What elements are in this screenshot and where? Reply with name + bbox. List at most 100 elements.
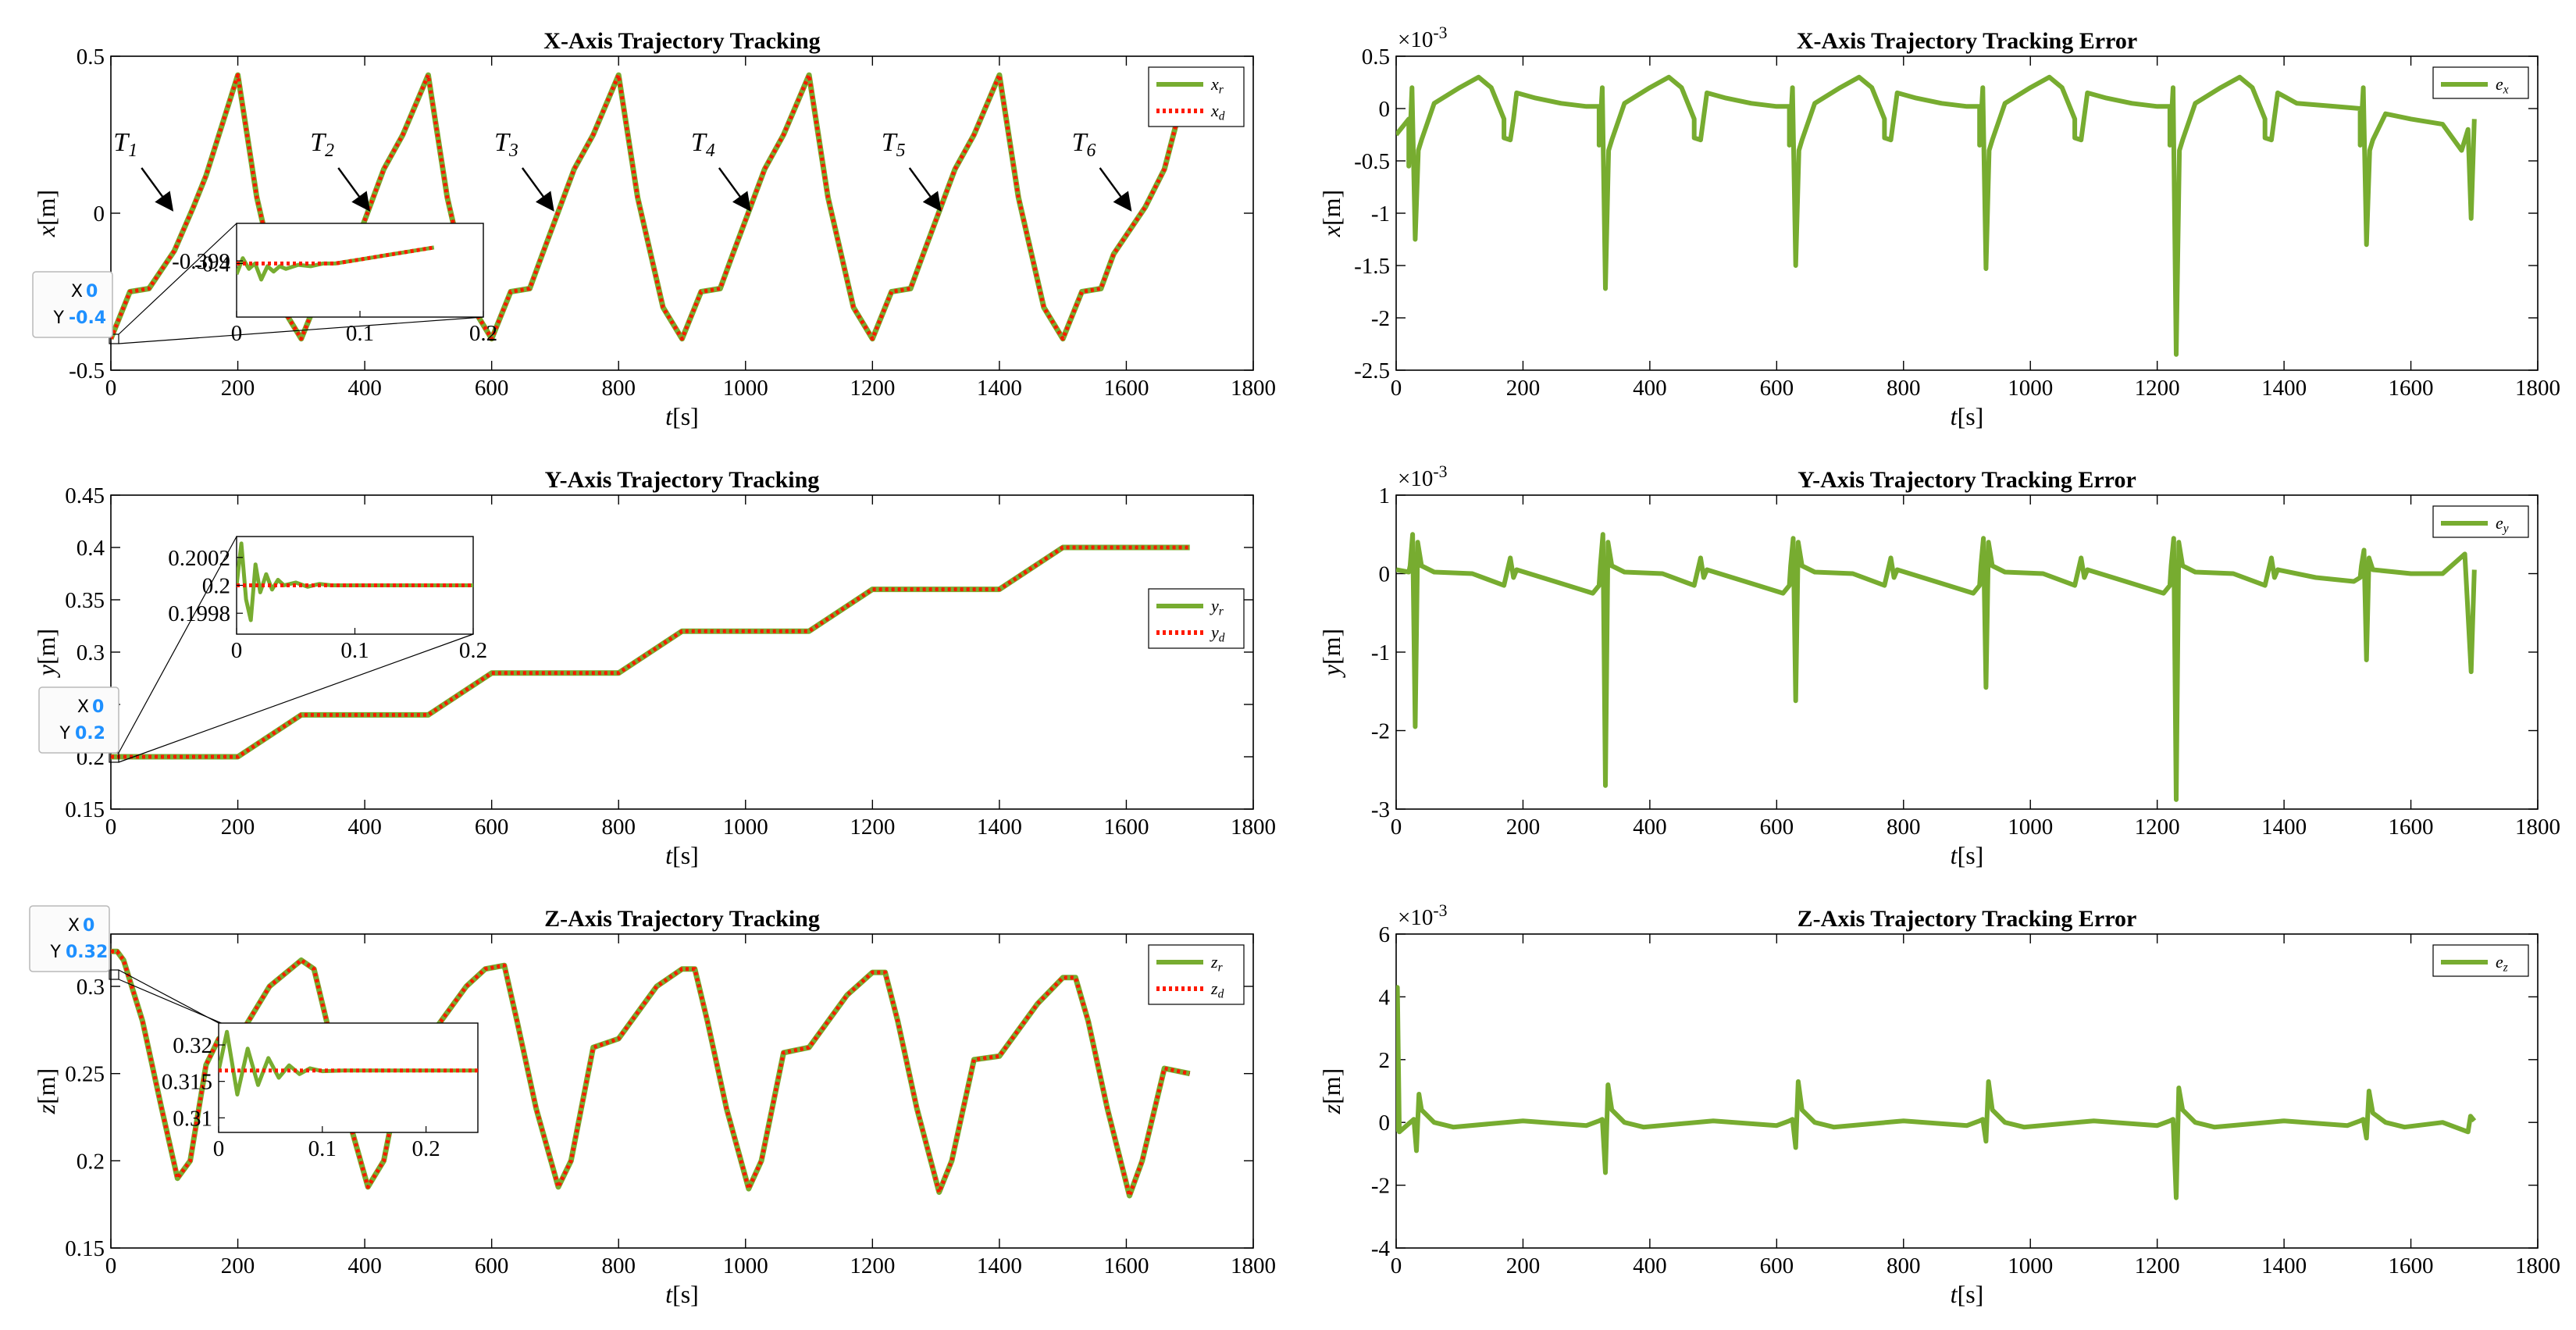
- y-tick-label: 0.15: [65, 1236, 105, 1261]
- axis-exponent-power: -3: [1433, 462, 1447, 481]
- y-axis-label-var: y: [32, 664, 60, 678]
- inset-x-tick-label: 0.1: [340, 638, 369, 663]
- x-tick-label: 800: [601, 1253, 636, 1278]
- period-label-subscript: 4: [706, 141, 715, 161]
- plot-area: [1396, 532, 2477, 802]
- y-axis-label-var: z: [32, 1104, 60, 1114]
- x-axis-label-unit: [s]: [672, 1280, 699, 1308]
- x-tick-label: 800: [601, 376, 636, 401]
- zoom-connector: [118, 223, 237, 335]
- data-tip-x-value: 0: [92, 697, 104, 717]
- inset-y-tick-label: 0.315: [162, 1070, 212, 1095]
- period-label-base: T: [113, 128, 130, 157]
- x-tick-label: 0: [105, 1253, 117, 1278]
- y-tick-label: -2: [1371, 1174, 1390, 1199]
- period-label-base: T: [691, 128, 707, 157]
- data-tip-y-value: 0.2: [75, 724, 105, 743]
- legend-label-subscript: r: [1218, 961, 1224, 975]
- x-tick-label: 200: [1506, 815, 1541, 840]
- period-label-base: T: [310, 128, 326, 157]
- x-tick-label: 1400: [2261, 376, 2307, 401]
- x-tick-label: 600: [475, 1253, 509, 1278]
- x-axis-label: t[s]: [1951, 841, 1984, 869]
- chart-title: X-Axis Trajectory Tracking: [543, 28, 820, 54]
- inset-y-tick-label: 0.1998: [168, 601, 230, 626]
- y-axis-label: y[m]: [1317, 629, 1345, 678]
- inset-y-tick-label: -0.399: [172, 249, 230, 274]
- legend-label: zr: [1210, 952, 1224, 975]
- x-tick-label: 400: [347, 1253, 382, 1278]
- legend-label-base: x: [1210, 101, 1219, 120]
- x-axis-label-var: t: [1951, 402, 1958, 430]
- y-tick-label: 0: [1379, 1111, 1391, 1136]
- x-axis-label-var: t: [665, 841, 673, 869]
- y-tick-label: 0.45: [65, 483, 105, 508]
- data-tip-y-label: Y: [59, 724, 71, 743]
- data-tip-box: [38, 686, 119, 754]
- y-tick-label: 0: [1379, 97, 1391, 122]
- y-tick-label: -3: [1371, 797, 1390, 822]
- x-tick-label: 1800: [2515, 1253, 2560, 1278]
- period-arrow: [337, 167, 371, 212]
- legend-label-subscript: r: [1219, 605, 1224, 619]
- legend-box: [1148, 66, 1245, 127]
- legend-box: [1148, 944, 1245, 1005]
- x-tick-label: 0: [1391, 376, 1402, 401]
- y-axis-label-unit: [m]: [1317, 1068, 1345, 1104]
- legend-label: yr: [1210, 596, 1224, 619]
- zoom-inset: 0 0.1 0.2 -0.399-0.4: [109, 223, 497, 346]
- x-tick-label: 0: [105, 376, 117, 401]
- x-tick-label: 800: [1887, 376, 1921, 401]
- period-label-subscript: 1: [128, 141, 137, 161]
- plot-area: [111, 71, 1193, 342]
- period-label: T5: [882, 128, 906, 161]
- plot-frame: [1395, 494, 2539, 810]
- inset-x-tick-label: 0: [213, 1136, 225, 1161]
- x-tick-label: 400: [1633, 815, 1667, 840]
- legend-label-base: y: [1210, 596, 1219, 615]
- series-line-x_d: [111, 71, 1192, 341]
- legend-label-subscript: z: [2503, 961, 2508, 975]
- chart-title: Y-Axis Trajectory Tracking: [545, 467, 820, 493]
- legend-label-base: e: [2496, 952, 2503, 972]
- x-tick-label: 200: [1506, 376, 1541, 401]
- inset-x-tick-label: 0.2: [412, 1136, 440, 1161]
- legend-label-base: e: [2496, 74, 2503, 94]
- inset-x-tick-label: 0.1: [308, 1136, 337, 1161]
- legend-label-base: x: [1210, 74, 1219, 94]
- y-tick-label: 1: [1379, 483, 1391, 508]
- x-tick-label: 0: [1391, 815, 1402, 840]
- y-tick-label: 0.35: [65, 588, 105, 613]
- legend-label-subscript: r: [1219, 84, 1224, 97]
- period-label-subscript: 3: [508, 141, 518, 161]
- y-axis-label-var: z: [1317, 1104, 1345, 1114]
- x-tick-label: 200: [221, 815, 255, 840]
- y-tick-label: 6: [1379, 922, 1391, 947]
- legend: ez: [2432, 944, 2529, 977]
- axis-exponent: ×10-3: [1398, 23, 1448, 52]
- legend: ex: [2432, 66, 2529, 99]
- period-arrow: [141, 167, 174, 212]
- axis-exponent-base: ×10: [1398, 905, 1433, 930]
- inset-x-tick-label: 0: [231, 638, 243, 663]
- x-tick-label: 800: [601, 815, 636, 840]
- y-tick-label: 0.4: [77, 536, 105, 561]
- y-tick-label: 0.5: [1362, 45, 1390, 70]
- plot-frame: [110, 55, 1254, 371]
- inset-series-desired: [237, 245, 435, 266]
- plot-area: [111, 544, 1190, 760]
- period-arrow: [908, 167, 942, 212]
- x-tick-label: 200: [221, 1253, 255, 1278]
- x-tick-label: 600: [1760, 1253, 1794, 1278]
- y-tick-label: 2: [1379, 1048, 1391, 1073]
- y-axis-label-unit: [m]: [32, 629, 60, 665]
- x-tick-label: 600: [1760, 376, 1794, 401]
- x-tick-label: 800: [1887, 1253, 1921, 1278]
- x-axis-label: t[s]: [665, 1280, 699, 1308]
- x-axis-label-var: t: [665, 1280, 673, 1308]
- zoom-connector: [118, 316, 484, 344]
- y-axis-label-var: x: [1317, 226, 1345, 237]
- x-tick-label: 1600: [1103, 815, 1149, 840]
- legend-label: yd: [1210, 622, 1225, 645]
